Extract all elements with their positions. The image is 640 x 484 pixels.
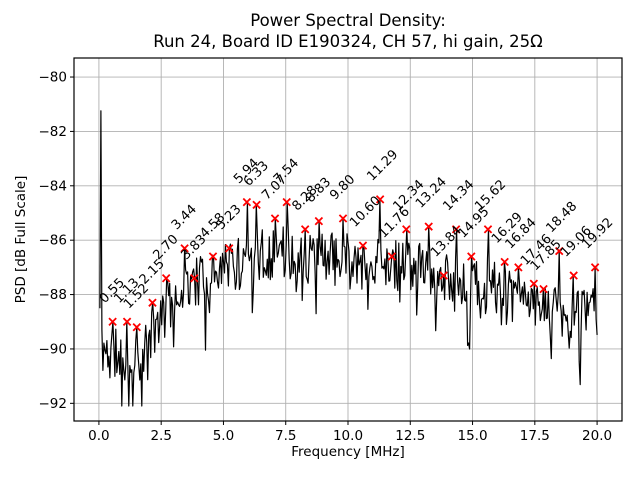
peak-marker	[514, 263, 523, 272]
peak-marker	[208, 252, 218, 261]
peak-marker	[190, 274, 199, 283]
peak-marker	[569, 271, 578, 280]
peak-label: 2.15	[137, 256, 168, 287]
y-tick-label: −82	[39, 124, 68, 140]
peak-marker	[402, 225, 411, 234]
peak-marker	[132, 322, 142, 332]
y-tick-label: −90	[39, 341, 68, 357]
x-tick-label: 0.0	[88, 428, 109, 444]
peak-marker	[439, 271, 448, 280]
peak-label: 2.70	[150, 232, 181, 263]
peak-marker	[338, 214, 348, 223]
peak-marker	[180, 244, 189, 253]
psd-trace	[99, 110, 598, 407]
y-tick-label: −86	[39, 233, 68, 249]
x-tick-label: 2.5	[150, 428, 171, 444]
peak-label: 9.80	[327, 172, 358, 203]
chart-title-line2: Run 24, Board ID E190324, CH 57, hi gain…	[153, 32, 543, 51]
peak-marker	[539, 284, 548, 294]
peak-label: 15.62	[472, 177, 509, 214]
axis-ticks: 0.0 2.5 5.0 7.5 10.0 12.5 15.0 17.5 20.0 −80 −82 −8…	[39, 70, 613, 444]
y-tick-label: −84	[39, 178, 68, 194]
x-tick-label: 20.0	[582, 428, 612, 444]
peak-marker	[314, 216, 324, 226]
x-axis-label: Frequency [MHz]	[291, 444, 404, 460]
peak-marker	[375, 195, 385, 204]
peak-label: 10.60	[347, 194, 384, 231]
peak-marker	[387, 252, 397, 261]
peak-label: 3.44	[169, 202, 200, 233]
trace-line	[99, 110, 598, 407]
y-axis-label: PSD [dB Full Scale]	[13, 176, 29, 304]
peak-labels: 0.551.131.522.152.703.443.834.585.235.94…	[97, 147, 616, 312]
peak-marker	[108, 317, 117, 326]
y-tick-label: −80	[39, 70, 68, 86]
peak-marker	[252, 200, 261, 210]
peak-marker	[161, 274, 171, 283]
peak-marker	[122, 317, 132, 326]
peak-markers	[108, 195, 600, 332]
y-tick-label: −88	[39, 287, 68, 303]
peak-marker	[358, 241, 368, 250]
peak-marker	[500, 257, 509, 267]
y-tick-label: −92	[39, 396, 68, 412]
peak-marker	[224, 244, 234, 253]
peak-marker	[424, 222, 433, 231]
peak-marker	[590, 263, 600, 272]
peak-marker	[467, 252, 476, 261]
peak-marker	[242, 197, 252, 207]
peak-marker	[300, 225, 310, 234]
peak-marker	[270, 214, 280, 223]
x-tick-label: 17.5	[520, 428, 550, 444]
chart-title-line1: Power Spectral Density:	[250, 11, 446, 30]
x-tick-label: 5.0	[213, 428, 234, 444]
x-tick-label: 10.0	[333, 428, 363, 444]
peak-marker	[529, 279, 539, 288]
peak-marker	[451, 225, 461, 234]
peak-label: 18.48	[543, 199, 580, 236]
x-tick-label: 15.0	[458, 428, 488, 444]
peak-marker	[483, 225, 493, 234]
peak-marker	[554, 246, 564, 256]
peak-marker	[148, 298, 157, 307]
x-tick-label: 7.5	[275, 428, 296, 444]
x-tick-label: 12.5	[395, 428, 425, 444]
peak-label: 5.23	[213, 202, 244, 233]
peak-label: 11.29	[364, 147, 401, 184]
peak-marker	[282, 197, 291, 207]
